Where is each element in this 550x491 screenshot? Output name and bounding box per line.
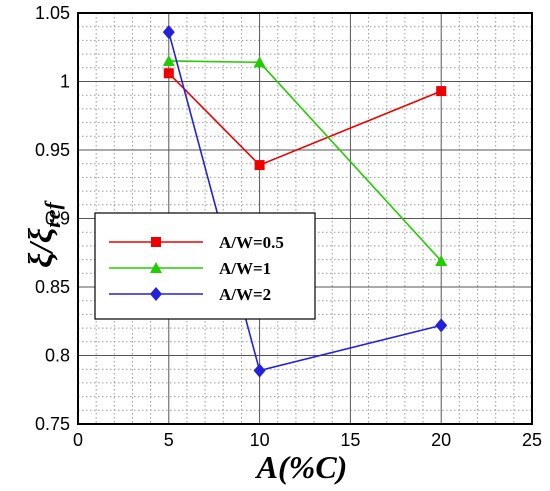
data-point <box>435 318 448 333</box>
data-point <box>163 68 174 79</box>
x-tick-label: 0 <box>73 430 83 450</box>
data-point <box>254 160 265 171</box>
data-point <box>436 86 447 97</box>
y-tick-label: 0.85 <box>35 277 70 297</box>
legend-marker <box>150 262 162 273</box>
y-tick-label: 0.9 <box>45 209 70 229</box>
data-point <box>253 56 266 68</box>
legend-label: A/W=1 <box>219 259 271 278</box>
legend-label: A/W=0.5 <box>219 233 284 252</box>
y-axis-label: ξ/ξref <box>23 200 65 268</box>
svg-text:ξ/ξref: ξ/ξref <box>23 200 65 268</box>
x-tick-label: 5 <box>164 430 174 450</box>
legend-marker <box>151 237 161 247</box>
x-tick-label: 25 <box>522 430 542 450</box>
x-tick-label: 20 <box>431 430 451 450</box>
data-point <box>435 254 448 266</box>
y-tick-label: 1.05 <box>35 3 70 23</box>
y-axis-label-subscript: ref <box>40 200 65 228</box>
y-tick-label: 0.75 <box>35 414 70 434</box>
x-tick-label: 15 <box>340 430 360 450</box>
data-point <box>162 54 175 66</box>
y-tick-label: 1 <box>60 72 70 92</box>
legend-label: A/W=2 <box>219 285 271 304</box>
y-tick-label: 0.8 <box>45 346 70 366</box>
x-axis-label: A(%C) <box>255 449 348 485</box>
data-point <box>253 363 266 378</box>
legend-box <box>94 212 316 320</box>
data-point <box>162 25 175 40</box>
legend-marker <box>150 287 162 301</box>
x-tick-label: 10 <box>250 430 270 450</box>
plot-frame <box>77 12 533 425</box>
axes: 0 5 10 15 20 25 0.75 0.8 0.85 0.9 0.95 1 1.05 <box>35 3 542 450</box>
series-group <box>162 25 448 378</box>
y-tick-label: 0.95 <box>35 140 70 160</box>
legend: A/W=0.5 A/W=1 A/W=2 <box>94 212 316 320</box>
y-axis-label-main: ξ/ξ <box>23 227 60 268</box>
